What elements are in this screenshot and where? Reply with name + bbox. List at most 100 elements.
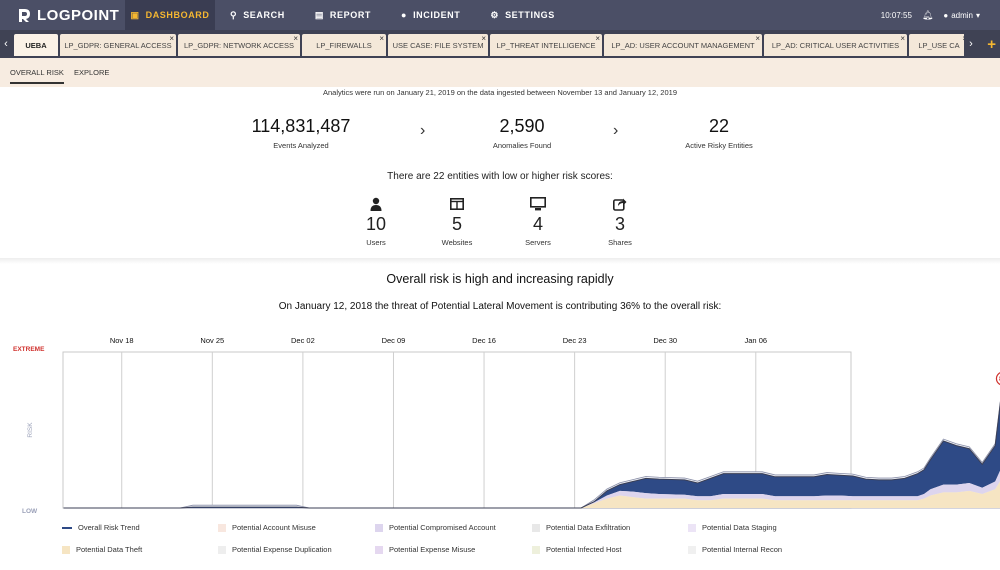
- close-tab-icon[interactable]: ×: [169, 34, 174, 43]
- add-tab-icon[interactable]: +: [987, 36, 996, 53]
- legend-label: Potential Account Misuse: [232, 523, 316, 532]
- chevron-right-icon: ›: [420, 122, 426, 139]
- dashboard-icon: ▣: [130, 9, 140, 20]
- legend-item[interactable]: Potential Data Theft: [62, 545, 142, 554]
- sub-nav: OVERALL RISK EXPLORE: [0, 58, 1000, 87]
- entity-websites[interactable]: 5 Websites: [427, 195, 487, 247]
- legend-swatch: [532, 545, 540, 554]
- stat-value: 2,590: [499, 116, 545, 136]
- bell-icon[interactable]: 🔔︎: [921, 9, 934, 20]
- stat-label: Events Analyzed: [273, 141, 329, 150]
- dashboard-tabs: UEBA LP_GDPR: GENERAL ACCESS × LP_GDPR: NET…: [14, 34, 978, 58]
- legend-item[interactable]: Potential Compromised Account: [375, 523, 496, 532]
- dashboard-tab[interactable]: LP_FIREWALLS ×: [302, 34, 386, 56]
- clock: 10:07:55: [880, 10, 912, 20]
- dashboard-tab[interactable]: LP_GDPR: GENERAL ACCESS ×: [60, 34, 176, 56]
- legend-item[interactable]: Potential Internal Recon: [688, 545, 782, 554]
- logo-text: LOGPOINT: [37, 6, 120, 24]
- legend-label: Potential Expense Misuse: [389, 545, 476, 554]
- dashboard-tab[interactable]: LP_AD: USER ACCOUNT MANAGEMENT ×: [604, 34, 762, 56]
- tab-label: LP_USE CA: [918, 40, 960, 50]
- x-tick-label: Jan 06: [745, 336, 768, 345]
- entity-label: Users: [366, 238, 386, 247]
- x-tick-label: Dec 02: [291, 336, 315, 345]
- legend-label: Potential Data Staging: [702, 523, 777, 532]
- legend-swatch: [688, 523, 696, 532]
- top-nav-bar: LOGPOINT ▣ DASHBOARD ⚲ SEARCH ▤ REPORT ● INCIDE…: [0, 0, 1000, 30]
- overall-risk-chart[interactable]: Nov 18 Nov 25 Dec 02 Dec 09 Dec 16 Dec 23 Dec …: [0, 330, 1000, 525]
- nav-label: INCIDENT: [413, 10, 461, 20]
- tab-label: UEBA: [25, 40, 47, 50]
- dashboard-tab[interactable]: LP_AD: CRITICAL USER ACTIVITIES ×: [764, 34, 907, 56]
- nav-label: REPORT: [329, 10, 372, 20]
- legend-item[interactable]: Potential Account Misuse: [218, 523, 316, 532]
- entity-shares[interactable]: 3 Shares: [590, 195, 650, 247]
- legend-item[interactable]: Potential Expense Misuse: [375, 545, 475, 554]
- share-icon: [590, 195, 650, 213]
- tab-label: LP_GDPR: NETWORK ACCESS: [183, 40, 295, 50]
- legend-item[interactable]: Potential Expense Duplication: [218, 545, 332, 554]
- series-compromised-account-area: [63, 470, 1000, 508]
- tab-explore[interactable]: EXPLORE: [74, 68, 110, 77]
- entity-label: Shares: [608, 238, 632, 247]
- legend-label: Overall Risk Trend: [78, 523, 140, 532]
- entity-users[interactable]: 10 Users: [346, 195, 406, 247]
- legend-swatch: [218, 523, 226, 532]
- series-overall-risk-area: [63, 405, 1000, 508]
- y-axis-title: RISK: [27, 422, 34, 438]
- entity-label: Websites: [441, 238, 473, 247]
- legend-item[interactable]: Potential Data Staging: [688, 523, 777, 532]
- legend-item[interactable]: Potential Infected Host: [532, 545, 621, 554]
- close-tab-icon[interactable]: ×: [595, 34, 600, 43]
- legend-swatch: [62, 545, 70, 554]
- dashboard-tab[interactable]: USE CASE: FILE SYSTEM ×: [388, 34, 488, 56]
- entity-servers[interactable]: 4 Servers: [508, 195, 568, 247]
- report-icon: ▤: [314, 9, 324, 20]
- dashboard-tab[interactable]: LP_THREAT INTELLIGENCE ×: [490, 34, 602, 56]
- series-data-theft-area: [63, 481, 1000, 508]
- entity-label: Servers: [525, 238, 551, 247]
- nav-incident[interactable]: ● INCIDENT: [386, 0, 475, 30]
- entities-title: There are 22 entities with low or higher…: [387, 171, 613, 182]
- dashboard-tab-bar: ‹ UEBA LP_GDPR: GENERAL ACCESS × LP_GDPR: N…: [0, 30, 1000, 58]
- risk-title: Overall risk is high and increasing rapi…: [386, 272, 614, 286]
- close-tab-icon[interactable]: ×: [481, 34, 486, 43]
- tab-label: LP_GDPR: GENERAL ACCESS: [64, 40, 172, 50]
- close-tab-icon[interactable]: ×: [293, 34, 298, 43]
- dashboard-tab[interactable]: UEBA: [14, 34, 58, 56]
- close-tab-icon[interactable]: ×: [379, 34, 384, 43]
- tabs-scroll-right-icon[interactable]: ›: [964, 30, 978, 58]
- logo[interactable]: LOGPOINT: [16, 6, 119, 24]
- username: admin: [951, 10, 973, 20]
- close-tab-icon[interactable]: ×: [755, 34, 760, 43]
- legend-item[interactable]: Potential Data Exfiltration: [532, 523, 630, 532]
- stat-risky-entities: 22 Active Risky Entities: [639, 116, 799, 150]
- close-tab-icon[interactable]: ×: [900, 34, 905, 43]
- stat-label: Active Risky Entities: [685, 141, 753, 150]
- user-menu[interactable]: ● admin ▾: [943, 11, 980, 20]
- incident-icon: ●: [401, 10, 408, 20]
- tab-label: LP_AD: CRITICAL USER ACTIVITIES: [771, 40, 900, 50]
- tab-overall-risk[interactable]: OVERALL RISK: [10, 68, 64, 84]
- stat-value: 114,831,487: [251, 116, 351, 136]
- nav-dashboard[interactable]: ▣ DASHBOARD: [125, 0, 215, 30]
- risk-subtitle: On January 12, 2018 the threat of Potent…: [278, 301, 722, 312]
- legend-swatch: [62, 526, 72, 529]
- legend-label: Potential Internal Recon: [702, 545, 783, 554]
- nav-settings[interactable]: ⚙ SETTINGS: [475, 0, 569, 30]
- nav-search[interactable]: ⚲ SEARCH: [215, 0, 300, 30]
- legend-label: Potential Data Theft: [76, 545, 143, 554]
- tab-label: LP_AD: USER ACCOUNT MANAGEMENT: [611, 40, 755, 50]
- user-icon: ●: [943, 10, 949, 20]
- legend-swatch: [218, 545, 226, 554]
- peak-marker: [995, 372, 1000, 386]
- section-divider: [0, 258, 1000, 264]
- dashboard-tab[interactable]: LP_USE CA×: [909, 34, 969, 56]
- stat-anomalies: 2,590 Anomalies Found: [442, 116, 602, 150]
- nav-report[interactable]: ▤ REPORT: [300, 0, 386, 30]
- legend-item[interactable]: Overall Risk Trend: [62, 523, 140, 532]
- y-label-low: LOW: [22, 508, 38, 515]
- stat-label: Anomalies Found: [492, 141, 552, 150]
- dashboard-tab[interactable]: LP_GDPR: NETWORK ACCESS ×: [178, 34, 300, 56]
- tabs-scroll-left-icon[interactable]: ‹: [4, 38, 8, 50]
